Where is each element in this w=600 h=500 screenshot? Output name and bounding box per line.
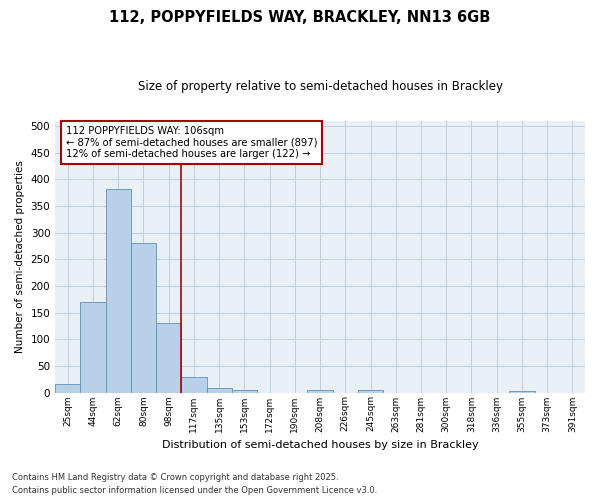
- Y-axis label: Number of semi-detached properties: Number of semi-detached properties: [15, 160, 25, 353]
- Bar: [358, 390, 383, 392]
- Bar: [232, 390, 257, 392]
- Text: Contains HM Land Registry data © Crown copyright and database right 2025.
Contai: Contains HM Land Registry data © Crown c…: [12, 474, 377, 495]
- Bar: [509, 391, 535, 392]
- Bar: [80, 302, 106, 392]
- Bar: [106, 189, 131, 392]
- Text: 112, POPPYFIELDS WAY, BRACKLEY, NN13 6GB: 112, POPPYFIELDS WAY, BRACKLEY, NN13 6GB: [109, 10, 491, 25]
- X-axis label: Distribution of semi-detached houses by size in Brackley: Distribution of semi-detached houses by …: [162, 440, 478, 450]
- Bar: [156, 323, 181, 392]
- Bar: [131, 243, 156, 392]
- Bar: [307, 390, 332, 392]
- Text: 112 POPPYFIELDS WAY: 106sqm
← 87% of semi-detached houses are smaller (897)
12% : 112 POPPYFIELDS WAY: 106sqm ← 87% of sem…: [66, 126, 317, 159]
- Bar: [206, 388, 232, 392]
- Title: Size of property relative to semi-detached houses in Brackley: Size of property relative to semi-detach…: [137, 80, 503, 93]
- Bar: [181, 376, 206, 392]
- Bar: [55, 384, 80, 392]
